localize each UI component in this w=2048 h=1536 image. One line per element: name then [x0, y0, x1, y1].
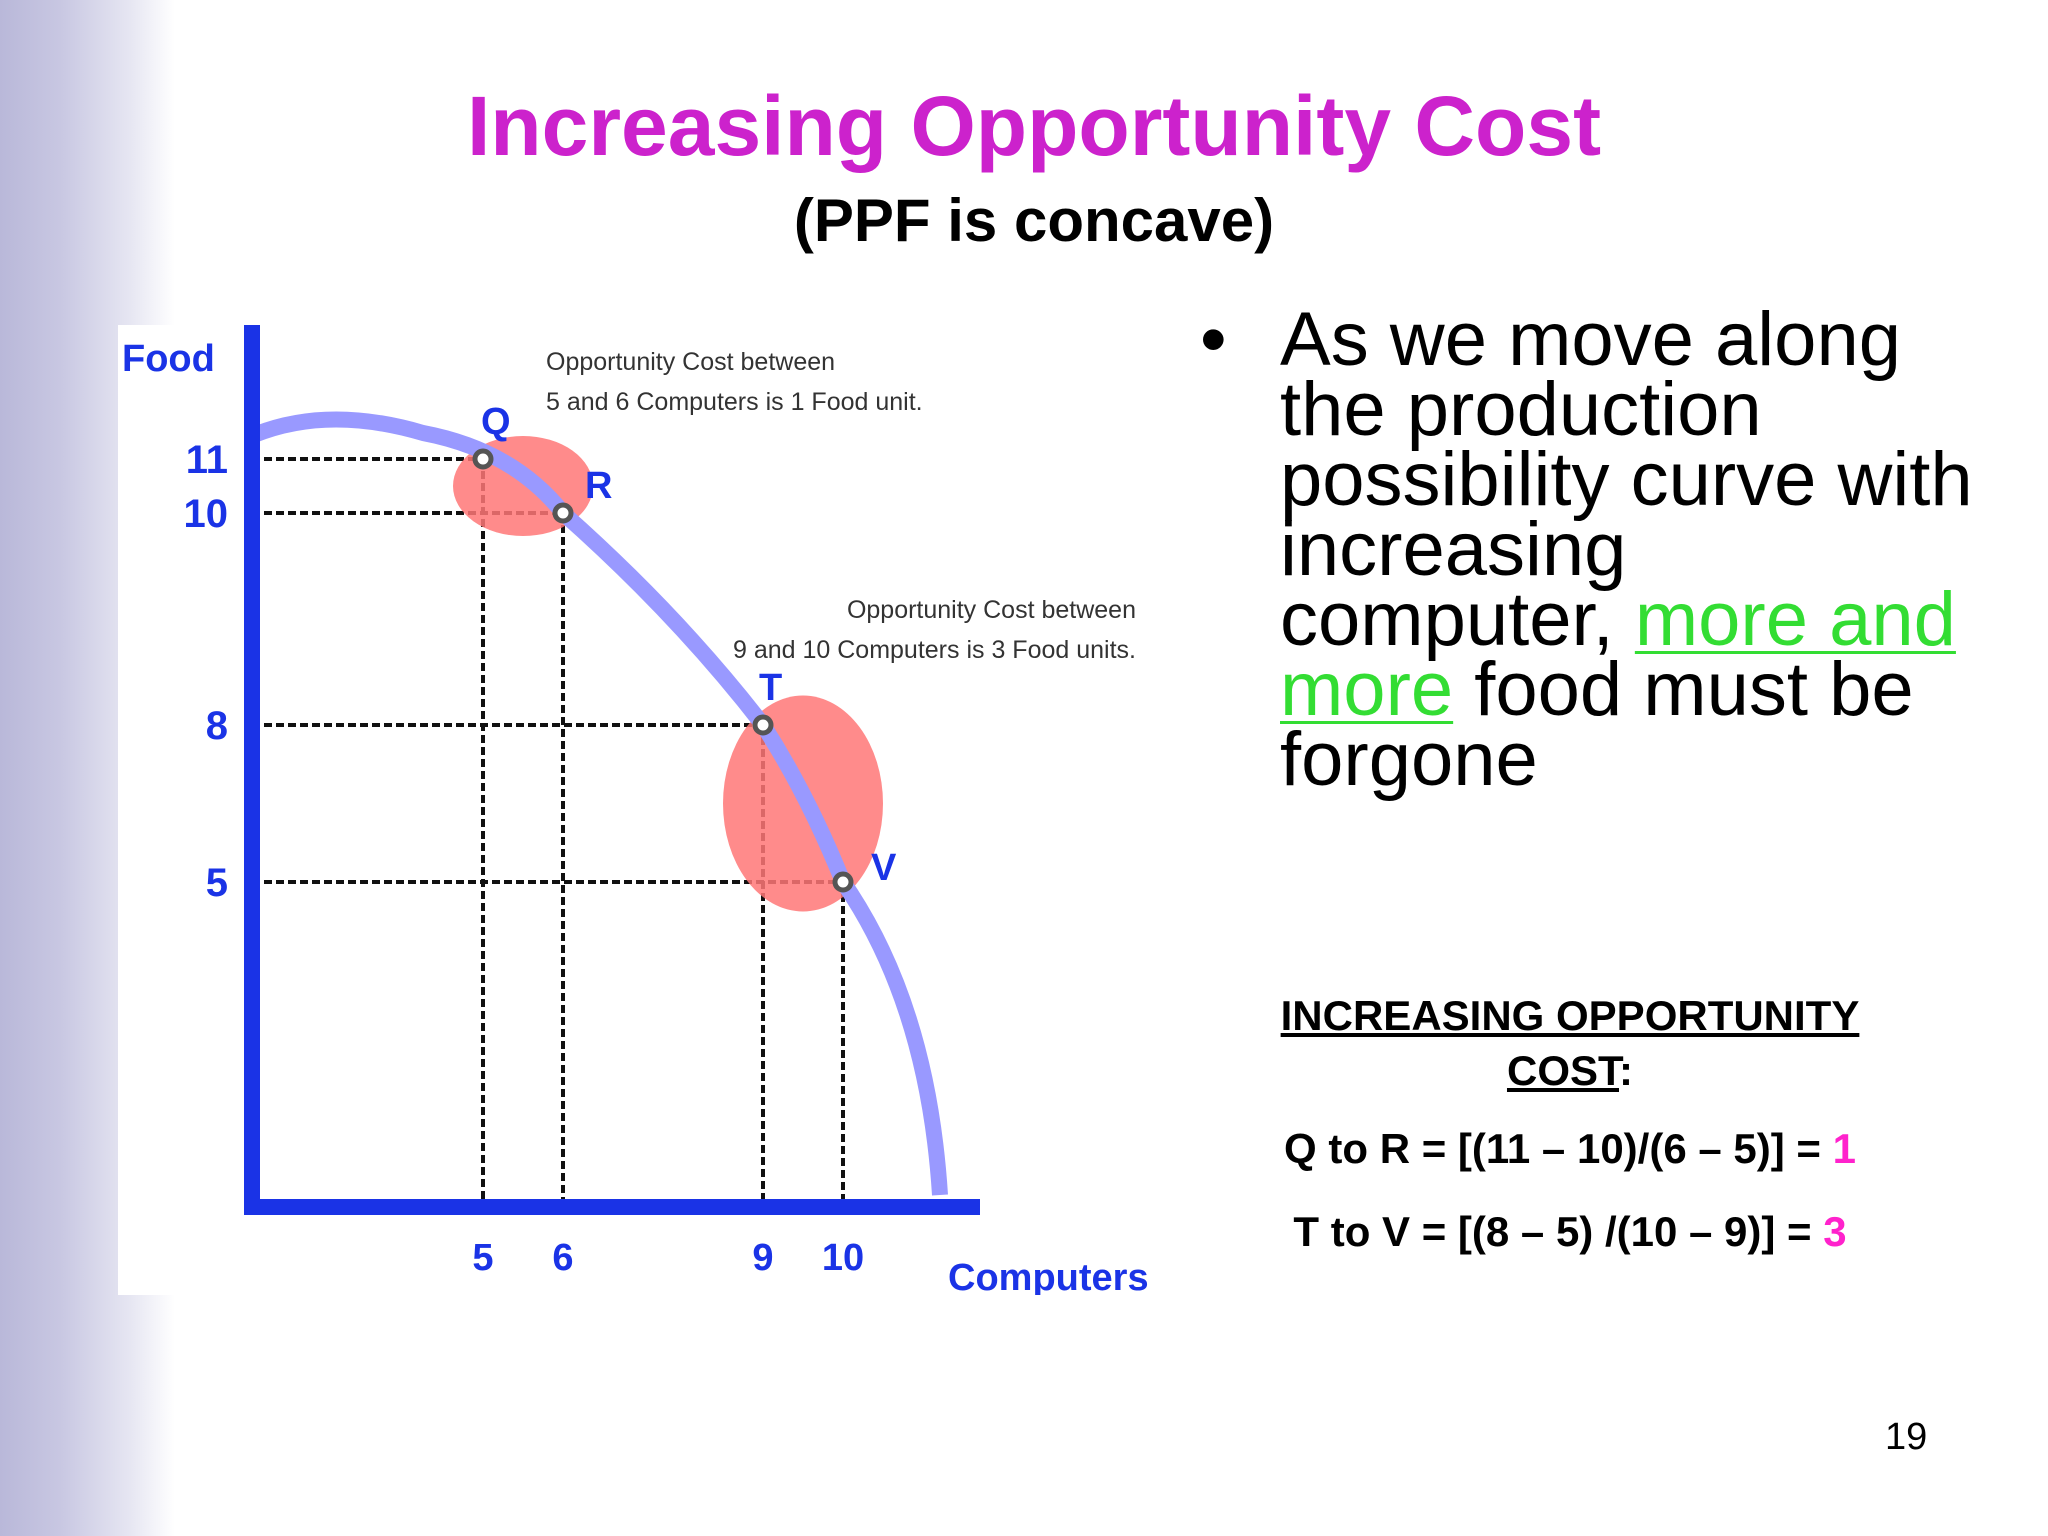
bullet-marker: •: [1200, 297, 1227, 382]
point-t: [752, 714, 774, 736]
ppf-chart-panel: Q R T V 5 6 9 10 11 10 8 5 Food Computers Opportuni…: [118, 325, 1158, 1295]
slide-subtitle: (PPF is concave): [793, 187, 1275, 254]
formula-t-to-v-result: 3: [1823, 1208, 1847, 1255]
summary-heading-line1: INCREASING OPPORTUNITY: [1280, 992, 1860, 1039]
y-axis-label: Food: [122, 338, 215, 380]
x-tick-6: 6: [552, 1237, 573, 1279]
x-tick-10: 10: [822, 1237, 864, 1279]
x-axis-label: Computers: [948, 1257, 1149, 1295]
point-label-v: V: [871, 847, 897, 889]
bullet-text: As we move along the production possibil…: [1280, 302, 1980, 798]
annotation-1-line1: Opportunity Cost between: [546, 348, 835, 376]
bullet-text-after: food must be forgone: [1280, 647, 1914, 802]
x-tick-9: 9: [752, 1237, 773, 1279]
page-number: 19: [1885, 1416, 1928, 1458]
formula-q-to-r-text: Q to R = [(11 – 10)/(6 – 5)] =: [1284, 1125, 1833, 1172]
annotation-1-line2: 5 and 6 Computers is 1 Food unit.: [546, 388, 923, 416]
point-v: [832, 871, 854, 893]
summary-heading-colon: :: [1619, 1047, 1633, 1094]
y-tick-5: 5: [206, 861, 228, 905]
point-q: [472, 448, 494, 470]
annotation-2-line2: 9 and 10 Computers is 3 Food units.: [733, 636, 1136, 664]
slide-title: Increasing Opportunity Cost: [466, 79, 1602, 173]
y-tick-11: 11: [186, 438, 228, 482]
summary-heading-line2: COST: [1506, 1047, 1619, 1094]
ppf-chart: Q R T V 5 6 9 10 11 10 8 5 Food Computers Opportuni…: [122, 325, 1149, 1295]
x-tick-5: 5: [472, 1237, 493, 1279]
formula-q-to-r-result: 1: [1832, 1125, 1856, 1172]
formula-q-to-r: Q to R = [(11 – 10)/(6 – 5)] = 1: [1240, 1125, 1900, 1173]
y-tick-8: 8: [206, 704, 228, 748]
formula-t-to-v: T to V = [(8 – 5) /(10 – 9)] = 3: [1240, 1208, 1900, 1256]
point-label-q: Q: [481, 401, 511, 443]
ppf-curve: [250, 411, 948, 1196]
point-r: [552, 502, 574, 524]
y-tick-10: 10: [184, 492, 229, 536]
summary-heading: INCREASING OPPORTUNITY COST:: [1240, 988, 1900, 1098]
formula-t-to-v-text: T to V = [(8 – 5) /(10 – 9)] =: [1293, 1208, 1824, 1255]
point-label-r: R: [585, 465, 612, 507]
point-label-t: T: [759, 667, 782, 709]
bullet-highlight: more and more: [1280, 577, 1956, 732]
annotation-2-line1: Opportunity Cost between: [847, 596, 1136, 624]
bullet-text-before: As we move along the production possibil…: [1280, 297, 1973, 662]
